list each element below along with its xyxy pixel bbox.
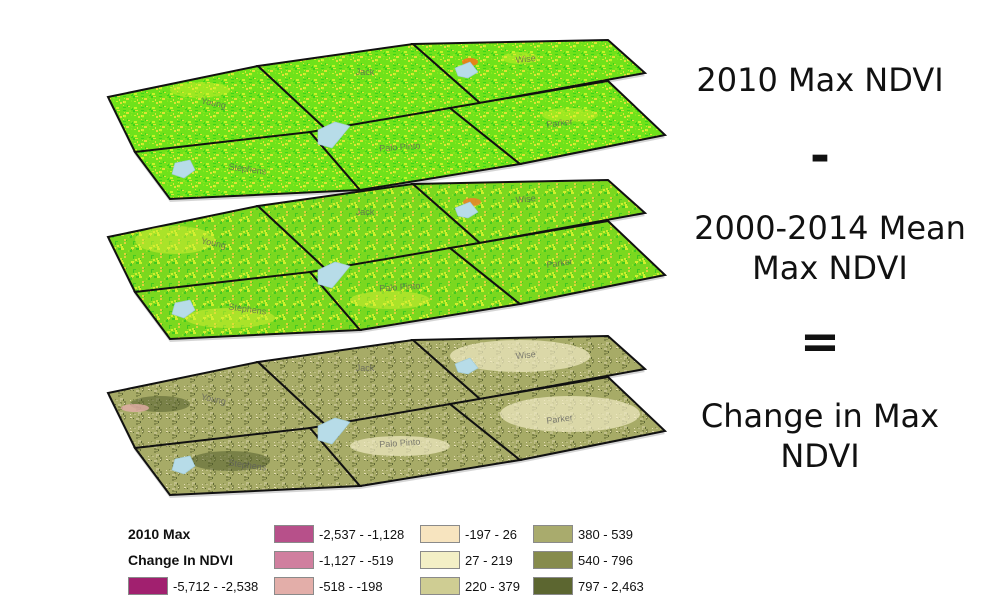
lake-shape <box>171 159 196 179</box>
county-label: Palo Pinto <box>379 437 421 450</box>
legend-label: 540 - 796 <box>578 552 633 568</box>
county-label: Palo Pinto <box>379 281 421 294</box>
county-polygon <box>447 79 668 166</box>
county-label: Jack <box>356 363 375 373</box>
vegetation-patch <box>170 82 230 98</box>
legend-label: -1,127 - -519 <box>319 552 394 568</box>
minus-sign: - <box>810 128 830 184</box>
legend-label: 220 - 379 <box>465 578 520 594</box>
equation-top-text: 2010 Max NDVI <box>696 61 944 99</box>
lake-shape <box>454 357 479 375</box>
legend-title-line1: 2010 Max <box>128 526 191 542</box>
increase-patch <box>190 451 270 471</box>
county-label: Jack <box>356 207 375 217</box>
legend-swatch <box>274 525 314 543</box>
legend-label: -5,712 - -2,538 <box>173 578 259 594</box>
county-label: Wise <box>515 53 536 65</box>
legend-swatch <box>533 577 573 595</box>
legend-label: -518 - -198 <box>319 578 383 594</box>
legend-swatch <box>128 577 168 595</box>
legend-label: -2,537 - -1,128 <box>319 526 405 542</box>
legend-swatch <box>533 551 573 569</box>
legend-item: -197 - 26 <box>420 525 517 543</box>
equals-sign: = <box>799 314 841 370</box>
county-polygon <box>410 38 648 105</box>
vegetation-patch <box>135 226 215 254</box>
county-polygon <box>447 219 668 306</box>
stable-patch <box>500 396 640 432</box>
county-polygon <box>410 178 648 245</box>
legend-item: 27 - 219 <box>420 551 513 569</box>
equation-bottom-line2: NDVI <box>780 437 860 475</box>
equation-bottom-line1: Change in Max <box>700 397 940 435</box>
legend-label: 380 - 539 <box>578 526 633 542</box>
lake-shape <box>454 61 479 79</box>
legend-item: 380 - 539 <box>533 525 633 543</box>
legend-item: -5,712 - -2,538 <box>128 577 258 595</box>
lake-shape <box>317 417 351 445</box>
lake-shape <box>454 201 479 219</box>
legend-item: -2,537 - -1,128 <box>274 525 404 543</box>
stable-patch <box>450 340 590 372</box>
county-label: Wise <box>515 193 536 205</box>
vegetation-patch <box>502 52 538 64</box>
legend-swatch <box>274 577 314 595</box>
vegetation-patch <box>542 108 598 122</box>
stable-patch <box>350 436 450 456</box>
lake-shape <box>317 261 351 289</box>
legend-swatch <box>533 525 573 543</box>
legend-swatch <box>420 577 460 595</box>
legend-swatch <box>420 551 460 569</box>
legend-item: -1,127 - -519 <box>274 551 393 569</box>
legend-swatch <box>274 551 314 569</box>
county-label: Parker <box>546 256 574 270</box>
legend-item: -518 - -198 <box>274 577 383 595</box>
legend-item: 220 - 379 <box>420 577 520 595</box>
legend-title-line2: Change In NDVI <box>128 552 234 568</box>
county-label: Parker <box>546 412 574 426</box>
legend-label: -197 - 26 <box>465 526 518 542</box>
county-label: Parker <box>546 116 574 130</box>
lake-shape <box>171 299 196 319</box>
legend-label: 27 - 219 <box>465 552 513 568</box>
county-label: Palo Pinto <box>379 141 421 154</box>
vegetation-patch <box>350 291 430 309</box>
legend-label: 797 - 2,463 <box>578 578 644 594</box>
decrease-patch <box>121 404 149 412</box>
legend-item: 797 - 2,463 <box>533 577 644 595</box>
lake-shape <box>317 121 351 149</box>
legend-swatch <box>420 525 460 543</box>
equation-middle-line1: 2000-2014 Mean <box>694 209 966 247</box>
county-label: Wise <box>515 349 536 361</box>
legend-item: 540 - 796 <box>533 551 633 569</box>
county-label: Jack <box>356 67 375 77</box>
vegetation-patch <box>185 308 275 328</box>
lake-shape <box>171 455 196 475</box>
equation-middle-line2: Max NDVI <box>752 249 908 287</box>
